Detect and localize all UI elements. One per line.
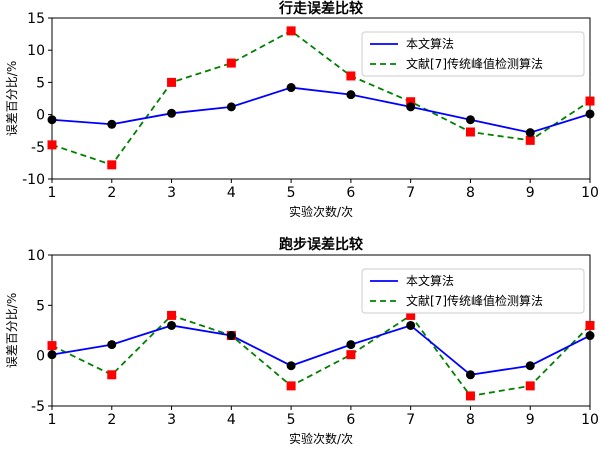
y-axis-label: 误差百分比/% xyxy=(5,61,19,136)
data-point-reference xyxy=(167,310,177,320)
y-tick-label: 15 xyxy=(27,11,45,27)
plot-frame xyxy=(51,254,591,407)
series-line-proposed xyxy=(51,324,591,376)
x-tick-label: 6 xyxy=(346,185,355,201)
x-tick-label: 9 xyxy=(526,185,535,201)
data-point-reference xyxy=(346,71,356,81)
x-tick-label: 8 xyxy=(466,185,475,201)
x-tick-label: 7 xyxy=(406,412,415,428)
data-point-reference xyxy=(167,77,177,87)
x-tick-label: 4 xyxy=(227,412,236,428)
data-point-reference xyxy=(346,350,356,360)
data-point-reference xyxy=(465,391,475,401)
data-point-reference xyxy=(525,381,535,391)
legend-label: 本文算法 xyxy=(406,273,454,288)
x-tick-label: 2 xyxy=(107,185,116,201)
data-point-reference xyxy=(465,127,475,137)
x-tick-label: 6 xyxy=(346,412,355,428)
data-point-proposed xyxy=(346,340,356,350)
data-point-proposed xyxy=(167,108,177,118)
plot-area xyxy=(47,26,595,170)
data-point-reference xyxy=(406,97,416,107)
y-tick-label: 0 xyxy=(36,108,45,124)
legend-label: 文献[7]传统峰值检测算法 xyxy=(406,56,543,71)
x-tick-label: 8 xyxy=(466,412,475,428)
data-point-reference xyxy=(286,381,296,391)
x-tick-label: 5 xyxy=(287,412,296,428)
data-point-reference xyxy=(107,160,117,170)
data-point-reference xyxy=(585,320,595,330)
y-tick-label: 5 xyxy=(36,298,45,314)
data-point-proposed xyxy=(585,109,595,119)
data-point-proposed xyxy=(465,115,475,125)
legend-label: 文献[7]传统峰值检测算法 xyxy=(406,293,543,308)
chart-title: 跑步误差比较 xyxy=(279,236,363,253)
data-point-proposed xyxy=(47,350,57,360)
data-point-proposed xyxy=(286,83,296,93)
x-tick-label: 4 xyxy=(227,185,236,201)
y-tick-label: -5 xyxy=(31,140,45,156)
data-point-proposed xyxy=(107,340,117,350)
legend-box xyxy=(361,31,585,77)
plot-area xyxy=(47,310,595,401)
series-line-reference xyxy=(51,29,591,166)
y-tick-label: 0 xyxy=(36,349,45,365)
data-point-proposed xyxy=(585,331,595,341)
x-tick-label: 3 xyxy=(167,412,176,428)
x-tick-label: 10 xyxy=(581,185,599,201)
x-tick-label: 10 xyxy=(581,412,599,428)
data-point-proposed xyxy=(286,361,296,371)
data-point-proposed xyxy=(107,119,117,129)
y-tick-label: -5 xyxy=(31,399,45,415)
data-point-proposed xyxy=(525,361,535,371)
data-point-reference xyxy=(107,370,117,380)
data-point-proposed xyxy=(47,115,57,125)
series-line-proposed xyxy=(51,86,591,134)
data-point-proposed xyxy=(346,90,356,100)
series-line-reference xyxy=(51,314,591,397)
x-tick-label: 7 xyxy=(406,185,415,201)
x-tick-label: 3 xyxy=(167,185,176,201)
data-point-proposed xyxy=(465,370,475,380)
data-point-reference xyxy=(585,96,595,106)
data-point-reference xyxy=(47,140,57,150)
data-point-reference xyxy=(47,341,57,351)
y-tick-label: 5 xyxy=(36,75,45,91)
data-point-reference xyxy=(226,58,236,68)
data-point-proposed xyxy=(525,128,535,138)
data-point-proposed xyxy=(406,320,416,330)
data-point-reference xyxy=(525,135,535,145)
x-tick-label: 1 xyxy=(48,412,57,428)
top-chart: 行走误差比较 1 2 3 4 5 6 7 8 9 10 -10 -5 0 5 10 15 实验次数/次 误差百分比/… xyxy=(5,0,599,219)
y-tick-label: 10 xyxy=(27,43,45,59)
x-axis-label: 实验次数/次 xyxy=(289,204,353,219)
data-point-proposed xyxy=(167,320,177,330)
legend-box xyxy=(361,268,585,314)
legend-label: 本文算法 xyxy=(406,36,454,51)
x-tick-label: 2 xyxy=(107,412,116,428)
y-tick-label: -10 xyxy=(22,172,45,188)
data-point-reference xyxy=(286,26,296,36)
x-tick-label: 9 xyxy=(526,412,535,428)
chart-title: 行走误差比较 xyxy=(278,0,363,17)
x-tick-label: 5 xyxy=(287,185,296,201)
data-point-proposed xyxy=(226,102,236,112)
data-point-proposed xyxy=(226,331,236,341)
bottom-chart: 跑步误差比较 1 2 3 4 5 6 7 8 9 10 -5 0 5 10 实验次数/次 误差百分比/% 本文算法… xyxy=(5,236,599,446)
data-point-reference xyxy=(406,310,416,320)
y-tick-label: 10 xyxy=(27,248,45,264)
x-axis-label: 实验次数/次 xyxy=(289,431,353,446)
y-axis-label: 误差百分比/% xyxy=(5,293,19,368)
data-point-proposed xyxy=(406,102,416,112)
x-tick-label: 1 xyxy=(48,185,57,201)
